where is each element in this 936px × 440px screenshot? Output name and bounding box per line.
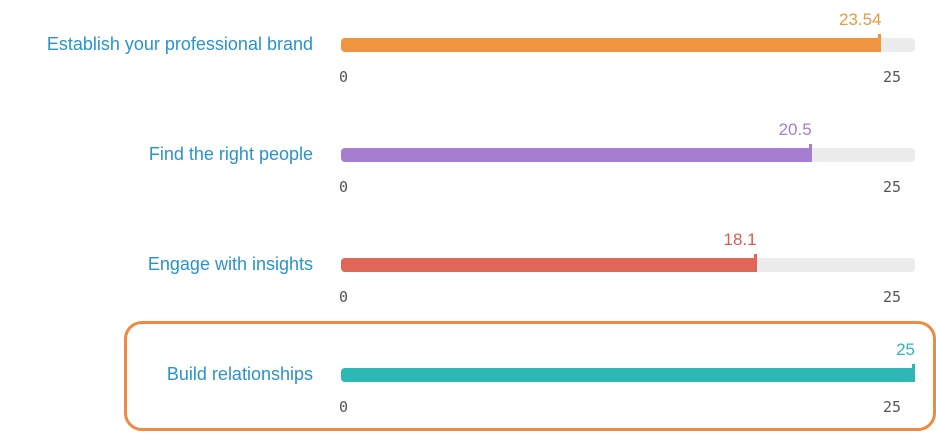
- x-tick-max: 25: [883, 68, 902, 86]
- bar-end-marker: [912, 364, 915, 382]
- x-tick-max: 25: [883, 288, 902, 306]
- x-tick-max: 25: [883, 398, 902, 416]
- value-label: 25: [896, 340, 915, 359]
- chart-row: Establish your professional brand 23.54 0 2…: [0, 0, 936, 110]
- bar-track: [341, 144, 915, 162]
- x-tick-min: 0: [339, 288, 349, 306]
- x-tick-min: 0: [339, 68, 349, 86]
- bar-track: [341, 254, 915, 272]
- category-label: Build relationships: [166, 364, 313, 384]
- chart-row: Find the right people 20.5 0 25: [0, 110, 936, 220]
- category-label: Engage with insights: [147, 254, 313, 274]
- chart-row: Engage with insights 18.1 0 25: [0, 220, 936, 330]
- bar-end-marker: [753, 254, 757, 272]
- chart-row: Build relationships 25 0 25: [0, 330, 936, 440]
- bar-fill: [341, 38, 882, 52]
- bar-end-marker: [808, 144, 812, 162]
- category-label: Establish your professional brand: [46, 34, 313, 54]
- x-tick-min: 0: [339, 398, 349, 416]
- value-label: 20.5: [778, 120, 812, 139]
- value-label: 23.54: [838, 10, 882, 29]
- value-label: 18.1: [723, 230, 757, 249]
- bar-fill: [341, 148, 812, 162]
- x-tick-max: 25: [883, 178, 902, 196]
- bar-track: [341, 364, 915, 382]
- category-label: Find the right people: [148, 144, 313, 164]
- bar-fill: [341, 258, 757, 272]
- bar-track: [341, 34, 915, 52]
- bar-fill: [341, 368, 915, 382]
- bar-end-marker: [878, 34, 882, 52]
- x-tick-min: 0: [339, 178, 349, 196]
